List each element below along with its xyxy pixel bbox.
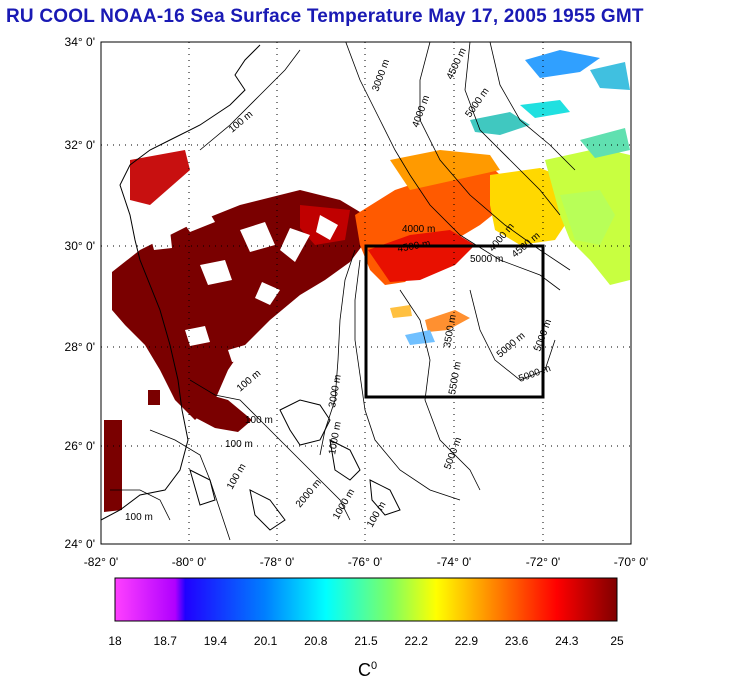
longitude-labels: -82° 0' -80° 0' -78° 0' -76° 0' -74° 0' -72° … [84,555,648,569]
lon-label: -78° 0' [260,555,294,569]
lon-label: -80° 0' [172,555,206,569]
colorbar-tick-label: 18.7 [154,634,178,648]
colorbar-tick-label: 23.6 [505,634,529,648]
colorbar-tick-label: 20.8 [304,634,328,648]
sst-offshore-cool [390,50,630,345]
lat-label: 24° 0' [65,537,95,551]
lat-label: 28° 0' [65,340,95,354]
lat-label: 30° 0' [65,239,95,253]
colorbar [114,577,618,622]
isobath-label: 4000 m [402,224,435,235]
lat-label: 34° 0' [65,35,95,49]
colorbar-tick-label: 19.4 [204,634,228,648]
sst-warm-core [104,150,368,512]
coastline [101,44,261,521]
isobath-label: 100 m [125,512,153,523]
lon-label: -74° 0' [437,555,471,569]
colorbar-ticks: 18 18.7 19.4 20.1 20.8 21.5 22.2 22.9 23.6 24.3 25 [108,634,624,648]
region-box [364,244,545,399]
colorbar-tick-label: 25 [610,634,624,648]
cloud-gaps [150,205,338,362]
latitude-labels: 34° 0' 32° 0' 30° 0' 28° 0' 26° 0' 24° 0' [65,35,95,551]
colorbar-tick-label: 24.3 [555,634,579,648]
colorbar-tick-label: 21.5 [354,634,378,648]
colorbar-tick-label: 20.1 [254,634,278,648]
isobath-label: 100 m [225,439,253,450]
lon-label: -76° 0' [348,555,382,569]
lat-label: 26° 0' [65,439,95,453]
map-title: RU COOL NOAA-16 Sea Surface Temperature … [6,6,644,27]
colorbar-unit: C0 [358,660,377,680]
colorbar-tick-label: 22.2 [405,634,429,648]
lon-label: -70° 0' [614,555,648,569]
colorbar-tick-label: 22.9 [455,634,479,648]
lat-label: 32° 0' [65,138,95,152]
lon-label: -72° 0' [526,555,560,569]
isobath-label: 5000 m [470,254,503,265]
isobath-label: 100 m [245,415,273,426]
lon-label: -82° 0' [84,555,118,569]
colorbar-tick-label: 18 [108,634,122,648]
